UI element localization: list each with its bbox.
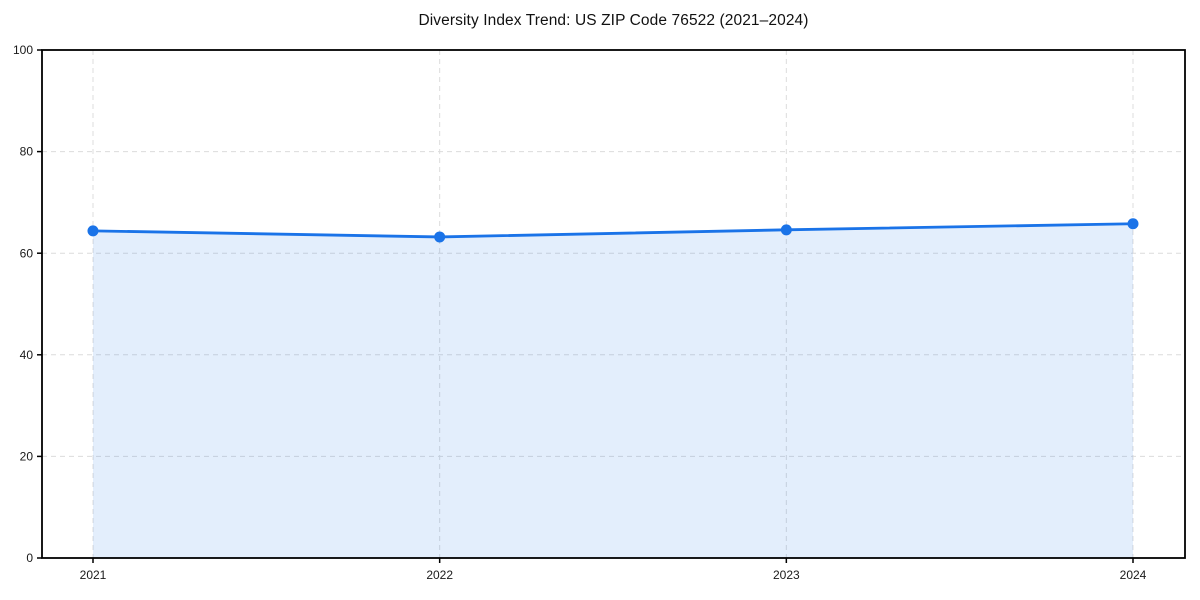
y-tick-label: 60 [20, 246, 34, 260]
area-fill [93, 223, 1133, 558]
y-tick-label: 40 [20, 348, 34, 362]
trend-line [91, 222, 1135, 239]
x-tick-label: 2024 [1120, 568, 1147, 582]
y-tick-label: 100 [13, 43, 33, 57]
data-point-marker [87, 225, 99, 237]
x-tick-label: 2021 [80, 568, 107, 582]
tick-labels-group: 0 20 40 60 80 100 2021 2022 2023 2024 [13, 43, 1147, 582]
plot-frame [41, 49, 1186, 559]
y-tick-label: 80 [20, 145, 34, 159]
data-point-marker [434, 231, 446, 243]
x-tick-label: 2023 [773, 568, 800, 582]
data-point-marker [1127, 218, 1139, 230]
x-tick-label: 2022 [426, 568, 453, 582]
y-tick-label: 20 [20, 449, 34, 463]
y-tick-label: 0 [26, 551, 33, 565]
data-point-marker [780, 224, 792, 236]
tick-marks-group [37, 49, 1134, 563]
chart-title: Diversity Index Trend: US ZIP Code 76522… [418, 12, 809, 29]
